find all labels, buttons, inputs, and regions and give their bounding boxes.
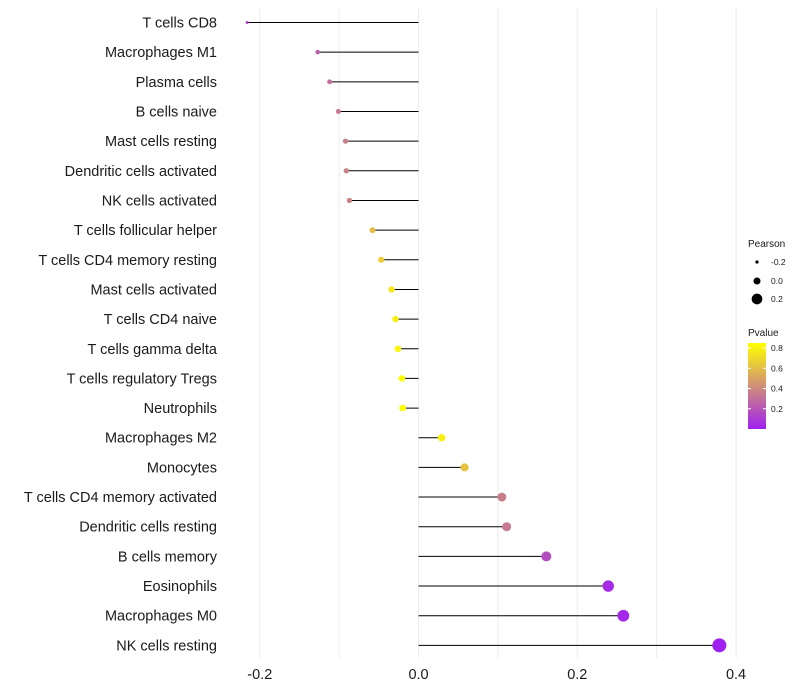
lollipop-dot <box>369 227 376 234</box>
category-label: Mast cells resting <box>105 134 217 150</box>
category-label: T cells CD4 memory activated <box>24 490 217 506</box>
legend-size-dot <box>755 260 759 264</box>
legend-size-dot <box>753 277 761 285</box>
x-axis-tick-labels: -0.2 0.0 0.2 0.4 <box>247 667 746 683</box>
category-label: B cells naive <box>136 104 217 120</box>
category-label: Macrophages M0 <box>105 609 217 625</box>
category-label: T cells CD8 <box>142 16 217 32</box>
category-label: Dendritic cells activated <box>65 164 217 180</box>
lollipop-dot <box>712 638 727 653</box>
legend-color-title: Pvalue <box>748 328 779 339</box>
grid-lines <box>259 8 737 658</box>
x-tick-label: 0.2 <box>567 667 587 683</box>
legend-colorbar <box>748 343 766 429</box>
category-label: Eosinophils <box>143 579 217 595</box>
category-label: T cells CD4 memory resting <box>38 253 217 269</box>
lollipop-dot <box>617 609 630 622</box>
lollipop-dot <box>437 433 446 442</box>
category-label: Mast cells activated <box>90 282 217 298</box>
lollipop-stems <box>247 22 720 646</box>
lollipop-dot <box>388 286 395 293</box>
legend-size-title: Pearson <box>748 239 785 250</box>
category-label: T cells CD4 naive <box>104 312 217 328</box>
lollipop-dot <box>327 79 333 85</box>
legend-color-label: 0.8 <box>771 343 783 353</box>
category-label: Macrophages M2 <box>105 431 217 447</box>
legend-size-dot <box>751 293 763 305</box>
lollipop-dot <box>497 492 507 502</box>
category-labels: T cells CD8 Macrophages M1 Plasma cells B c… <box>24 16 218 655</box>
category-label: Monocytes <box>147 460 217 476</box>
x-tick-label: 0.4 <box>726 667 746 683</box>
lollipop-dot <box>378 256 385 263</box>
lollipop-dot <box>335 108 341 115</box>
legend: Pearson -0.2 0.0 0.2 Pvalue 0.8 0.6 0.4 0.2 <box>748 239 786 429</box>
category-label: B cells memory <box>118 549 218 565</box>
legend-size-label: 0.0 <box>771 276 783 286</box>
category-label: NK cells resting <box>116 638 217 654</box>
legend-color-label: 0.6 <box>771 363 783 373</box>
lollipop-dot <box>394 345 402 353</box>
lollipop-dots <box>245 21 727 653</box>
lollipop-dot <box>346 197 353 204</box>
category-label: Dendritic cells resting <box>79 520 217 536</box>
category-label: Macrophages M1 <box>105 45 217 61</box>
legend-color-ticks: 0.8 0.6 0.4 0.2 <box>748 343 783 414</box>
lollipop-dot <box>502 522 512 532</box>
legend-color-label: 0.4 <box>771 384 783 394</box>
lollipop-dot <box>399 404 406 412</box>
lollipop-dot <box>343 168 349 174</box>
category-label: T cells regulatory Tregs <box>67 371 217 387</box>
legend-size-label: 0.2 <box>771 294 783 304</box>
legend-color-label: 0.2 <box>771 404 783 414</box>
lollipop-dot <box>460 463 469 472</box>
lollipop-dot <box>245 21 249 24</box>
lollipop-dot <box>392 315 399 323</box>
legend-size-keys: -0.2 0.0 0.2 <box>751 257 786 305</box>
lollipop-dot <box>342 138 349 144</box>
category-label: NK cells activated <box>102 193 217 209</box>
category-label: T cells follicular helper <box>74 223 217 239</box>
lollipop-dot <box>602 580 614 592</box>
category-label: Plasma cells <box>136 75 217 91</box>
lollipop-dot <box>541 551 552 562</box>
lollipop-dot <box>315 49 321 55</box>
x-tick-label: 0.0 <box>408 667 428 683</box>
category-label: T cells gamma delta <box>88 342 218 358</box>
legend-size-label: -0.2 <box>771 257 786 267</box>
category-label: Neutrophils <box>144 401 217 417</box>
x-tick-label: -0.2 <box>247 667 272 683</box>
lollipop-dot <box>398 375 406 382</box>
